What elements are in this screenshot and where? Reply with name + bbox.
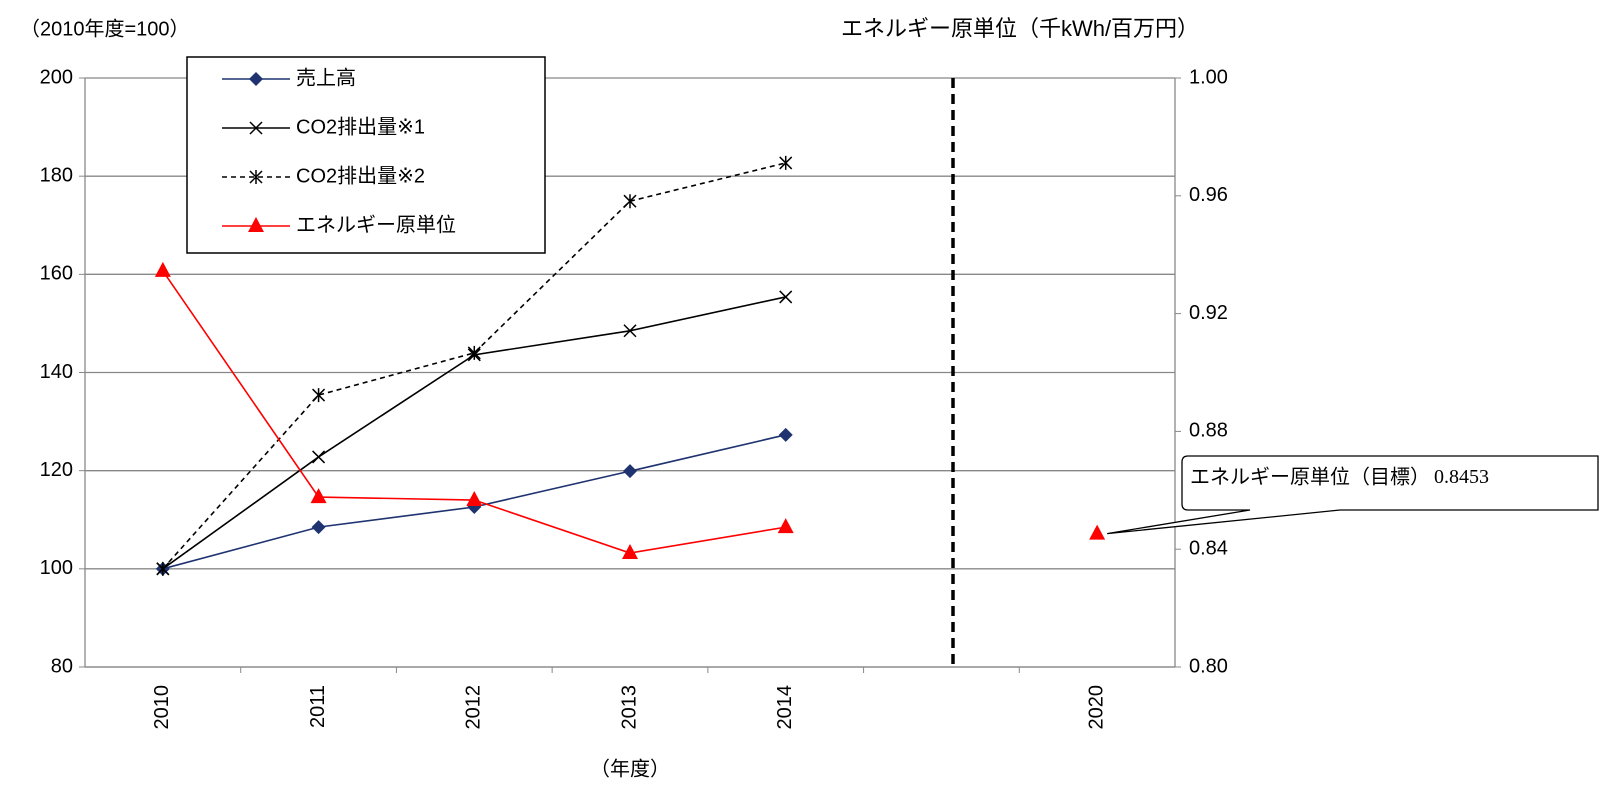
marker [156,561,170,576]
y2-tick-label: 1.00 [1189,66,1228,88]
value-label: 0.8453 [1434,466,1489,488]
y2-axis-label: エネルギー原単位（千kWh/百万円） [841,16,1199,41]
marker [623,464,637,479]
series-line [162,296,786,570]
marker [248,217,264,232]
y-tick-label: 80 [51,655,73,677]
x-tick-label: 2010 [151,685,173,730]
legend-label: CO2排出量※2 [296,164,425,187]
y-tick-label: 180 [40,164,73,186]
marker [310,488,327,504]
marker [623,324,637,338]
marker [249,170,263,184]
x-tick-label: 2020 [1085,685,1107,730]
y-tick-label: 100 [40,557,73,579]
marker [777,518,794,534]
marker [312,450,326,464]
y-tick-label: 160 [40,263,73,285]
y2-tick-label: 0.96 [1189,184,1228,206]
legend-label: エネルギー原単位 [296,213,456,236]
x-tick-label: 2012 [463,685,485,730]
y-tick-label: 120 [40,459,73,481]
x-tick-label: 2013 [618,685,640,730]
legend-label: CO2排出量※1 [296,115,425,138]
marker [1089,524,1106,540]
x-tick-label: 2011 [307,685,329,728]
x-axis-label: （年度） [590,757,670,780]
callout [1107,455,1599,535]
y2-tick-label: 0.80 [1189,655,1228,677]
marker [778,427,793,442]
legend-label: 売上高 [296,66,356,89]
marker [622,544,638,560]
marker [312,388,326,403]
y-tick-label: 200 [40,66,73,88]
marker [249,72,263,86]
annotation: エネルギー原単位（目標） 0.8453 [1190,465,1489,488]
marker [466,491,483,507]
marker [779,155,793,170]
y2-tick-label: 0.92 [1189,302,1228,324]
marker [623,194,637,209]
marker [779,290,793,304]
marker [311,520,326,535]
series-line [162,162,786,570]
marker [249,121,263,135]
marker [154,261,171,277]
y-tick-label: 140 [40,361,73,383]
legend-box [186,56,546,254]
y2-tick-label: 0.84 [1189,537,1228,559]
x-tick-label: 2014 [774,685,796,730]
y-axis-label: （2010年度=100） [20,17,190,40]
y2-tick-label: 0.88 [1189,420,1228,442]
marker [467,345,481,360]
